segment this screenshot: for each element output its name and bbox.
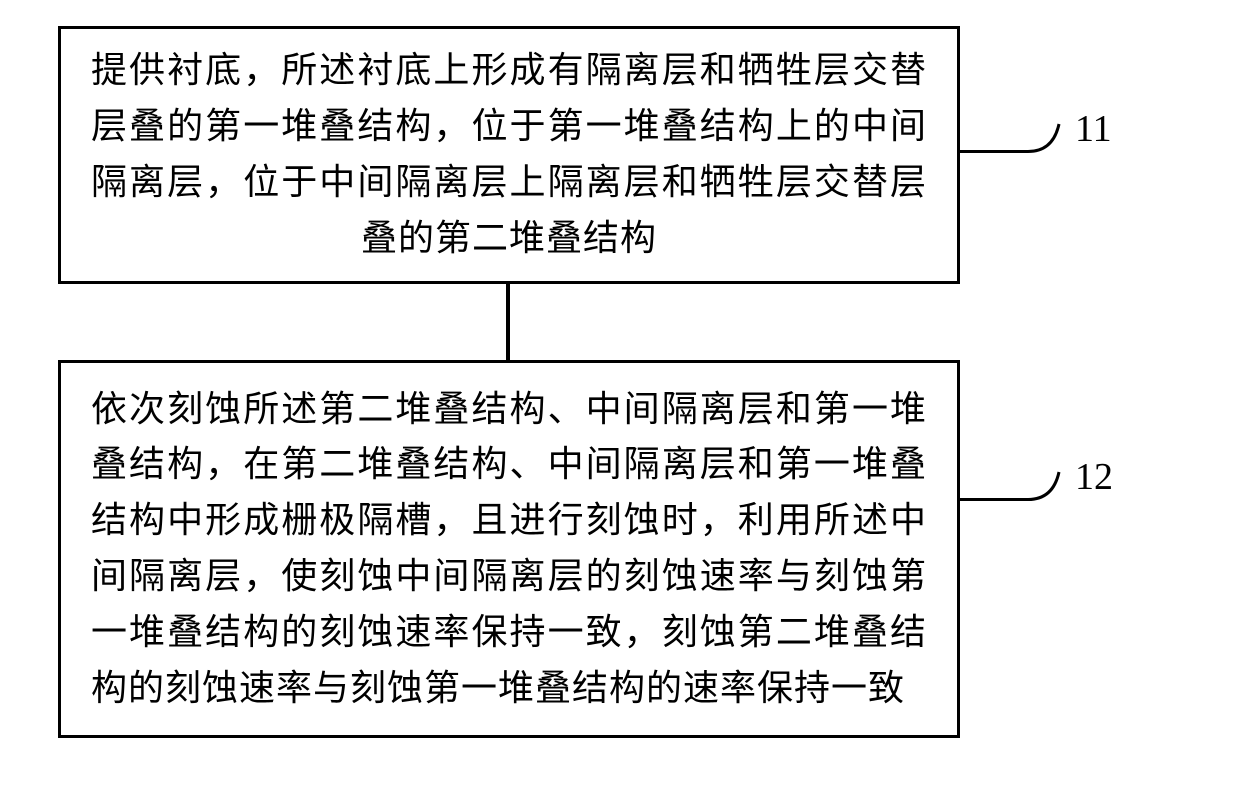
step-label-2: 12 <box>1075 455 1113 499</box>
flow-step-1: 提供衬底，所述衬底上形成有隔离层和牺牲层交替层叠的第一堆叠结构，位于第一堆叠结构… <box>58 26 960 284</box>
leader-curve-1 <box>1025 120 1065 160</box>
step-label-1: 11 <box>1075 107 1112 151</box>
flow-step-1-text: 提供衬底，所述衬底上形成有隔离层和牺牲层交替层叠的第一堆叠结构，位于第一堆叠结构… <box>91 43 927 266</box>
connector-1-2 <box>506 284 510 360</box>
leader-line-2 <box>960 498 1028 501</box>
flowchart-canvas: 提供衬底，所述衬底上形成有隔离层和牺牲层交替层叠的第一堆叠结构，位于第一堆叠结构… <box>0 0 1240 799</box>
leader-line-1 <box>960 150 1028 153</box>
flow-step-2-text: 依次刻蚀所述第二堆叠结构、中间隔离层和第一堆叠结构，在第二堆叠结构、中间隔离层和… <box>91 382 927 717</box>
flow-step-2: 依次刻蚀所述第二堆叠结构、中间隔离层和第一堆叠结构，在第二堆叠结构、中间隔离层和… <box>58 360 960 738</box>
leader-curve-2 <box>1025 468 1065 508</box>
